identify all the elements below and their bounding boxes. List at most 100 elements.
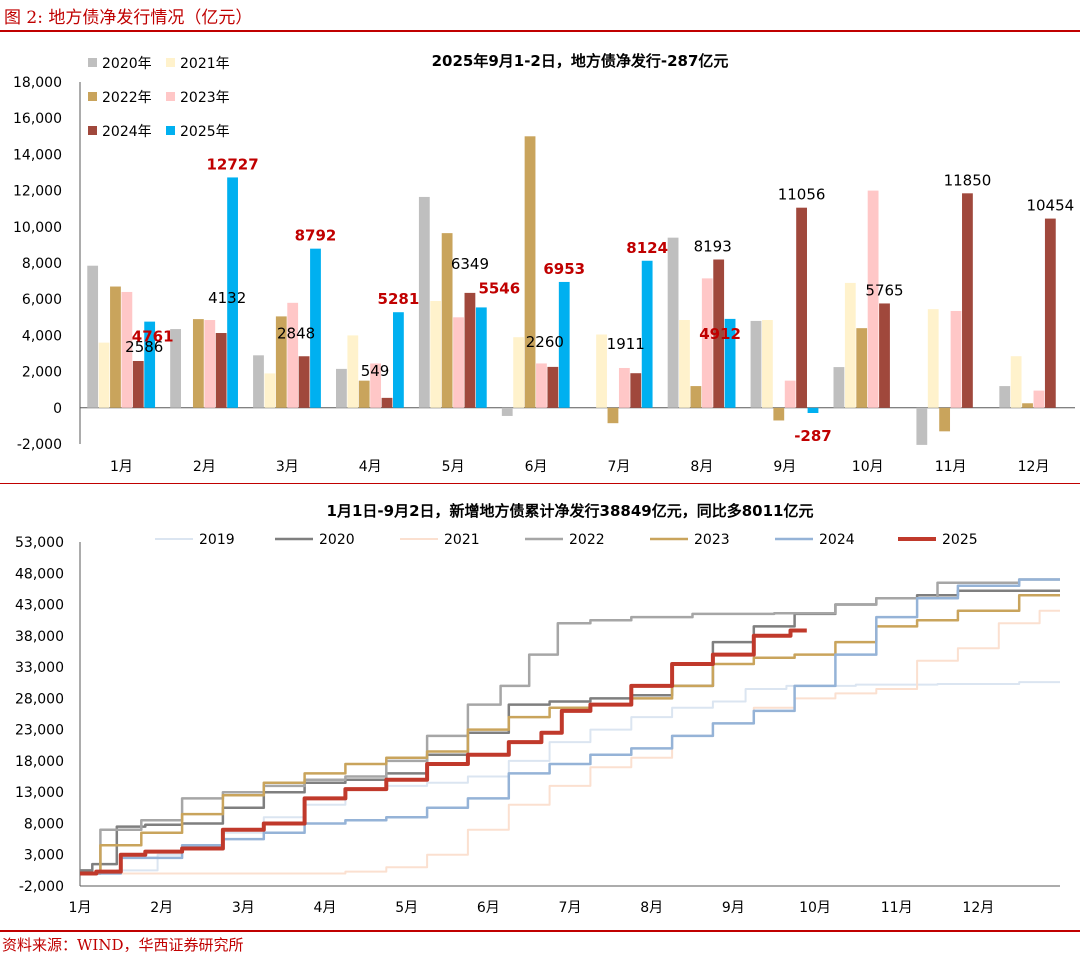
- bar-2023年-7月: [618, 367, 630, 408]
- x-tick-label: 10月: [799, 900, 831, 916]
- bar-2023年-12月: [1033, 390, 1045, 408]
- x-tick-label: 1月: [110, 459, 133, 475]
- line-series-2023: [80, 593, 1060, 875]
- bar-2025年-8月: [724, 318, 736, 408]
- bar-2025年-3月: [310, 248, 321, 408]
- y-tick-label: 12,000: [13, 184, 62, 200]
- data-label-2025: 8124: [626, 239, 668, 257]
- bar-2023年-4月: [370, 363, 382, 408]
- y-tick-label: 43,000: [15, 598, 64, 614]
- bar-2024年-7月: [630, 373, 642, 408]
- bar-2023年-10月: [867, 190, 879, 408]
- footer-rule: [0, 930, 1080, 932]
- bar-2025年-5月: [475, 307, 487, 408]
- x-tick-label: 3月: [232, 900, 255, 916]
- x-tick-label: 4月: [314, 900, 337, 916]
- legend-swatch: [88, 92, 97, 101]
- x-tick-label: 4月: [359, 459, 382, 475]
- bar-2022年-4月: [358, 380, 370, 408]
- y-tick-label: 6,000: [22, 292, 62, 308]
- bar-2022年-8月: [690, 386, 702, 408]
- bar-2022年-9月: [773, 407, 785, 421]
- x-tick-label: 12月: [1018, 459, 1050, 475]
- bar-2023年-1月: [121, 291, 133, 408]
- y-tick-label: 14,000: [13, 147, 62, 163]
- y-tick-label: 18,000: [15, 754, 64, 770]
- legend-label: 2020年: [102, 56, 152, 72]
- legend-label: 2025年: [180, 124, 230, 140]
- bar-2024年-5月: [464, 292, 476, 408]
- line-series-2025: [80, 628, 807, 876]
- y-tick-label: -2,000: [17, 437, 62, 453]
- legend-label: 2021: [444, 532, 480, 548]
- x-tick-label: 10月: [852, 459, 884, 475]
- bar-2022年-10月: [856, 328, 868, 408]
- bar-2023年-11月: [950, 310, 962, 408]
- bar-2025年-6月: [558, 281, 570, 408]
- bar-2020年-1月: [87, 265, 99, 408]
- chart-title: 1月1日-9月2日，新增地方债累计净发行38849亿元，同比多8011亿元: [327, 502, 814, 520]
- x-tick-label: 6月: [477, 900, 500, 916]
- data-label-2024: 4132: [208, 289, 246, 307]
- bar-2021年-9月: [761, 320, 773, 408]
- y-tick-label: 53,000: [15, 535, 64, 551]
- bar-2023年-6月: [536, 363, 547, 408]
- bar-2020年-2月: [170, 329, 181, 408]
- x-tick-label: 11月: [935, 459, 967, 475]
- bar-2020年-12月: [999, 386, 1011, 408]
- data-label-2025: 12727: [206, 155, 258, 173]
- x-tick-label: 7月: [607, 459, 630, 475]
- legend-swatch: [166, 92, 175, 101]
- bar-2023年-5月: [453, 317, 464, 408]
- bar-2022年-1月: [110, 286, 121, 408]
- bar-2020年-6月: [501, 407, 513, 416]
- data-label-2025: 8792: [295, 227, 337, 245]
- bar-2021年-10月: [844, 282, 856, 408]
- data-label-2024: 2848: [277, 324, 315, 342]
- y-tick-label: 48,000: [15, 566, 64, 582]
- bar-2021年-8月: [679, 320, 690, 408]
- bar-2020年-3月: [253, 355, 264, 408]
- y-tick-label: 23,000: [15, 723, 64, 739]
- y-tick-label: 13,000: [15, 785, 64, 801]
- chart-divider: [0, 483, 1080, 484]
- bar-2025年-1月: [144, 321, 156, 408]
- bar-2023年-8月: [701, 278, 713, 408]
- data-label-2024: 11056: [778, 186, 826, 204]
- bar-2025年-2月: [227, 177, 238, 408]
- chart-title: 2025年9月1-2日，地方债净发行-287亿元: [432, 52, 729, 70]
- bar-2024年-11月: [962, 193, 973, 408]
- bar-2025年-7月: [641, 260, 653, 408]
- y-tick-label: 2,000: [22, 365, 62, 381]
- x-tick-label: 1月: [69, 900, 92, 916]
- y-tick-label: 28,000: [15, 691, 64, 707]
- bar-2024年-4月: [381, 397, 393, 408]
- x-tick-label: 8月: [690, 459, 713, 475]
- bar-2022年-2月: [192, 319, 204, 408]
- bar-2024年-12月: [1044, 218, 1056, 408]
- bar-2021年-6月: [513, 337, 525, 408]
- source-note: 资料来源：WIND，华西证券研究所: [2, 936, 244, 954]
- data-label-2024: 6349: [451, 255, 489, 273]
- data-label-2024: 11850: [944, 171, 992, 189]
- x-tick-label: 6月: [525, 459, 548, 475]
- x-tick-label: 9月: [722, 900, 745, 916]
- legend-label: 2024年: [102, 124, 152, 140]
- x-tick-label: 7月: [559, 900, 582, 916]
- legend-label: 2023: [694, 532, 730, 548]
- legend-label: 2024: [819, 532, 855, 548]
- legend-label: 2021年: [180, 56, 230, 72]
- legend-label: 2022年: [102, 90, 152, 106]
- bar-2024年-9月: [796, 207, 807, 408]
- bar-2021年-12月: [1010, 356, 1022, 408]
- legend-swatch: [88, 58, 97, 67]
- data-label-2024: 1911: [607, 335, 645, 353]
- title-rule: [0, 30, 1080, 32]
- y-tick-label: 8,000: [22, 256, 62, 272]
- bar-2024年-10月: [879, 303, 890, 408]
- y-tick-label: 33,000: [15, 660, 64, 676]
- legend-swatch: [88, 126, 97, 135]
- legend-label: 2022: [569, 532, 605, 548]
- data-label-2025: 4761: [132, 328, 174, 346]
- legend-label: 2025: [942, 532, 978, 548]
